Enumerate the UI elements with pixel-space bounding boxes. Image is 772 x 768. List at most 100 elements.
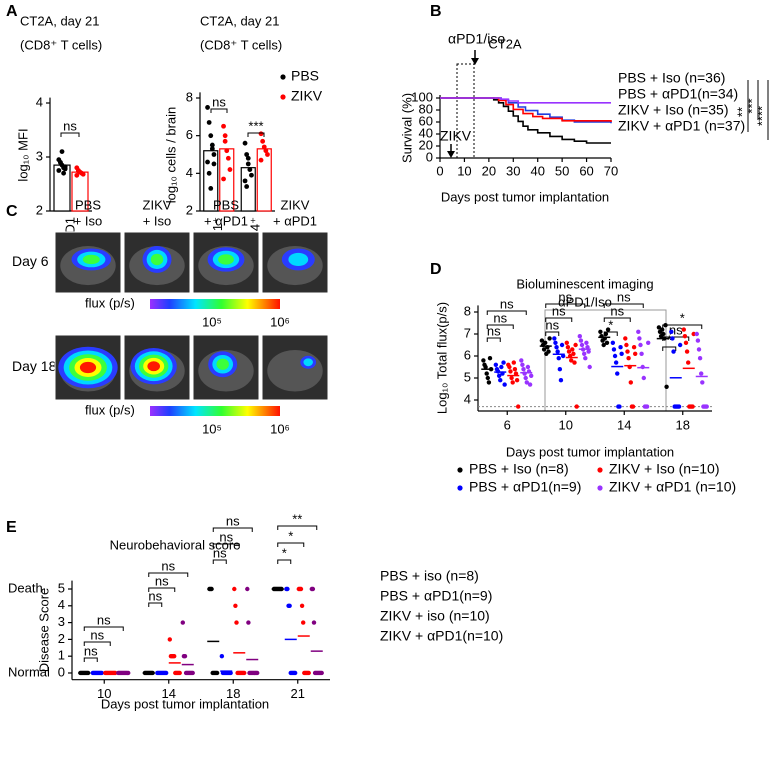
data-point xyxy=(603,331,609,337)
y-tick-label: 20 xyxy=(419,137,433,152)
y-tick-label: 0 xyxy=(426,149,433,164)
data-point xyxy=(209,142,215,148)
data-point xyxy=(501,360,506,365)
data-point xyxy=(493,362,499,367)
sig-label: ns xyxy=(212,94,226,109)
data-point xyxy=(221,123,226,129)
data-point xyxy=(660,327,665,332)
data-point xyxy=(610,340,616,345)
data-point xyxy=(656,325,662,330)
sig-label: ns xyxy=(97,612,111,627)
sig-label: ** xyxy=(292,511,302,526)
data-point xyxy=(205,105,210,110)
data-point xyxy=(298,586,304,592)
column-label: PBS xyxy=(75,197,101,212)
data-point xyxy=(566,349,572,354)
sig-bracket xyxy=(486,310,527,315)
y-tick-label: 2 xyxy=(186,202,193,217)
data-point xyxy=(233,603,238,608)
chart-subtitle: (CD8⁺ T cells) xyxy=(200,37,282,52)
data-point xyxy=(624,342,629,348)
data-point xyxy=(516,404,521,409)
sig-label: ns xyxy=(226,513,240,528)
data-point xyxy=(242,670,247,676)
sig-bracket xyxy=(277,542,305,547)
data-point xyxy=(618,345,623,350)
data-point xyxy=(684,349,690,354)
treatment-box xyxy=(544,309,667,412)
sig-bracket xyxy=(148,602,163,607)
x-axis-label: Days post tumor implantation xyxy=(101,696,269,711)
y-axis-label: log₁₀ MFI xyxy=(15,128,30,181)
legend-label: ZIKV xyxy=(291,88,323,104)
data-point xyxy=(205,159,210,165)
data-point xyxy=(527,382,533,387)
data-point xyxy=(617,404,622,409)
sig-label: * xyxy=(288,528,293,543)
data-point xyxy=(605,327,611,332)
data-point xyxy=(263,148,269,154)
data-point xyxy=(80,171,86,177)
legend-marker xyxy=(597,467,603,473)
chart-title: Neurobehavioral score xyxy=(110,537,241,552)
data-point xyxy=(232,586,237,592)
signal xyxy=(303,358,313,367)
data-point xyxy=(311,620,317,625)
annotation: ZIKV xyxy=(440,128,472,144)
data-point xyxy=(234,620,239,625)
data-point xyxy=(539,338,545,343)
data-point xyxy=(630,404,636,409)
data-point xyxy=(206,120,212,125)
score-label: Normal xyxy=(8,664,50,679)
y-tick-label: 2 xyxy=(36,202,43,217)
legend-marker xyxy=(280,74,286,80)
data-point xyxy=(485,375,490,381)
data-point xyxy=(62,164,68,170)
data-point xyxy=(641,375,646,381)
data-point xyxy=(699,371,704,376)
sig-bracket xyxy=(83,626,124,631)
y-tick-label: 8 xyxy=(464,303,471,318)
data-point xyxy=(292,670,298,676)
data-point xyxy=(681,327,686,332)
x-tick-label: 14 xyxy=(617,417,631,432)
data-point xyxy=(564,340,569,345)
legend-marker xyxy=(597,485,603,491)
data-point xyxy=(669,329,674,334)
data-point xyxy=(519,358,524,363)
colorbar-label: flux (p/s) xyxy=(85,295,135,310)
x-tick-label: 40 xyxy=(530,163,544,178)
sig-label: ns xyxy=(545,317,559,332)
data-point xyxy=(671,349,676,354)
data-point xyxy=(691,331,696,337)
data-point xyxy=(306,670,311,676)
data-point xyxy=(301,620,306,625)
data-point xyxy=(556,356,561,361)
data-point xyxy=(664,384,669,389)
legend-label: ZIKV + iso (n=10) xyxy=(380,608,490,624)
data-point xyxy=(260,138,266,144)
sig-label: ns xyxy=(493,310,507,325)
data-point xyxy=(319,670,324,676)
legend-label: PBS + αPD1(n=34) xyxy=(618,86,738,102)
survival-curve xyxy=(440,97,612,122)
data-point xyxy=(704,404,709,409)
mouse-silhouette xyxy=(267,349,323,392)
legend-label: PBS + iso (n=8) xyxy=(380,568,479,584)
sig-bracket xyxy=(210,108,228,113)
y-tick-label: 80 xyxy=(419,101,433,116)
data-point xyxy=(571,351,576,356)
y-tick-label: 60 xyxy=(419,113,433,128)
data-point xyxy=(598,329,603,334)
data-point xyxy=(584,340,589,345)
sig-bracket xyxy=(212,559,227,564)
sig-label: * xyxy=(667,332,672,347)
panel-label: C xyxy=(6,203,18,220)
colorbar xyxy=(150,406,280,416)
x-tick-label: 21 xyxy=(291,686,305,701)
data-point xyxy=(626,356,631,361)
legend-label: PBS + αPD1(n=9) xyxy=(380,588,492,604)
data-point xyxy=(636,329,641,334)
data-point xyxy=(56,168,62,173)
sig-label: ns xyxy=(487,323,501,338)
